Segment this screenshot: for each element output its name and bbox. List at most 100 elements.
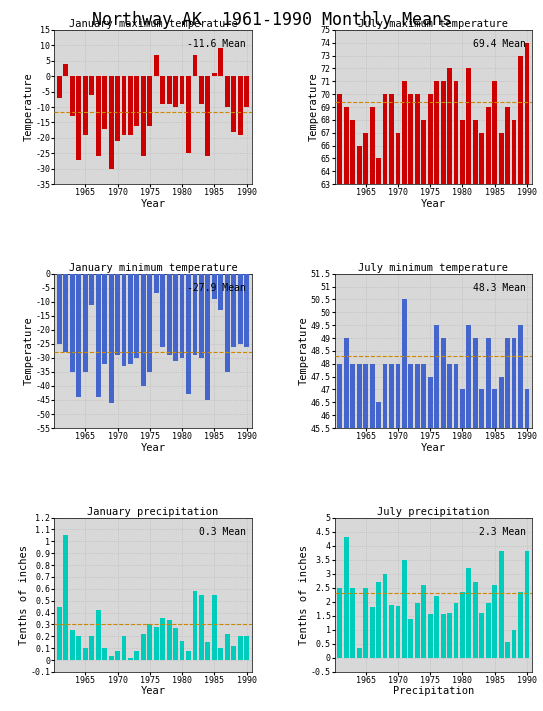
Bar — [57, 76, 62, 98]
Bar — [135, 651, 140, 660]
Bar — [389, 94, 394, 711]
Bar — [460, 120, 465, 711]
Bar — [96, 610, 100, 660]
Bar — [370, 607, 375, 658]
Bar — [402, 81, 407, 711]
Bar — [350, 588, 355, 658]
Bar — [154, 627, 159, 660]
Bar — [218, 274, 223, 310]
Bar — [96, 76, 100, 156]
Bar — [173, 76, 178, 107]
Bar — [77, 636, 81, 660]
Bar — [453, 81, 458, 711]
Bar — [193, 591, 198, 660]
Bar — [447, 364, 452, 711]
Bar — [70, 631, 75, 660]
Bar — [525, 551, 529, 658]
Bar — [218, 648, 223, 660]
Bar — [505, 643, 510, 658]
Bar — [518, 592, 523, 658]
Bar — [499, 551, 503, 658]
Bar — [89, 76, 94, 95]
Bar — [493, 81, 497, 711]
Bar — [525, 390, 529, 711]
Bar — [473, 120, 478, 711]
Bar — [154, 55, 159, 76]
Bar — [344, 107, 349, 711]
Bar — [109, 656, 113, 660]
Bar — [395, 606, 400, 658]
Bar — [337, 588, 342, 658]
Bar — [225, 634, 230, 660]
Bar — [160, 274, 165, 347]
Bar — [102, 648, 107, 660]
Bar — [199, 274, 204, 358]
Bar — [408, 619, 413, 658]
Bar — [376, 159, 381, 711]
Bar — [64, 535, 68, 660]
Bar — [376, 582, 381, 658]
Bar — [64, 64, 68, 76]
Bar — [225, 76, 230, 107]
Bar — [415, 364, 420, 711]
Text: -11.6 Mean: -11.6 Mean — [187, 39, 246, 49]
Bar — [357, 364, 362, 711]
Bar — [370, 364, 375, 711]
Bar — [141, 76, 146, 156]
Bar — [70, 76, 75, 117]
Bar — [344, 538, 349, 658]
Bar — [486, 107, 491, 711]
Bar — [408, 94, 413, 711]
Bar — [212, 594, 217, 660]
Bar — [466, 68, 471, 711]
Bar — [96, 274, 100, 397]
Bar — [77, 274, 81, 397]
Bar — [447, 68, 452, 711]
Bar — [460, 390, 465, 711]
Bar — [415, 603, 420, 658]
Bar — [383, 94, 388, 711]
Bar — [466, 325, 471, 711]
Bar — [428, 377, 433, 711]
Bar — [180, 76, 185, 104]
Bar — [231, 76, 236, 132]
Bar — [344, 338, 349, 711]
Bar — [167, 274, 172, 355]
Bar — [363, 364, 368, 711]
Title: July maximum temperature: July maximum temperature — [358, 19, 508, 29]
Bar — [415, 94, 420, 711]
Bar — [238, 76, 243, 135]
Bar — [441, 614, 445, 658]
Bar — [212, 274, 217, 299]
Bar — [77, 76, 81, 159]
Title: January precipitation: January precipitation — [87, 507, 219, 517]
X-axis label: Year: Year — [421, 199, 446, 209]
Bar — [453, 364, 458, 711]
Bar — [212, 73, 217, 76]
Bar — [199, 594, 204, 660]
Text: 69.4 Mean: 69.4 Mean — [473, 39, 526, 49]
Bar — [231, 646, 236, 660]
Bar — [493, 390, 497, 711]
Bar — [244, 636, 249, 660]
Bar — [350, 364, 355, 711]
Bar — [460, 592, 465, 658]
Bar — [389, 604, 394, 658]
Bar — [421, 120, 426, 711]
Bar — [231, 274, 236, 347]
Bar — [428, 614, 433, 658]
Bar — [186, 274, 191, 395]
Bar — [499, 133, 503, 711]
Bar — [518, 55, 523, 711]
Bar — [160, 76, 165, 104]
Text: Northway AK  1961-1990 Monthly Means: Northway AK 1961-1990 Monthly Means — [92, 11, 451, 28]
Bar — [238, 636, 243, 660]
Bar — [205, 642, 210, 660]
Bar — [357, 146, 362, 711]
Y-axis label: Temperature: Temperature — [299, 316, 309, 385]
Bar — [441, 338, 445, 711]
X-axis label: Precipitation: Precipitation — [393, 686, 474, 697]
Bar — [499, 377, 503, 711]
Bar — [180, 274, 185, 358]
Y-axis label: Temperature: Temperature — [309, 73, 319, 141]
